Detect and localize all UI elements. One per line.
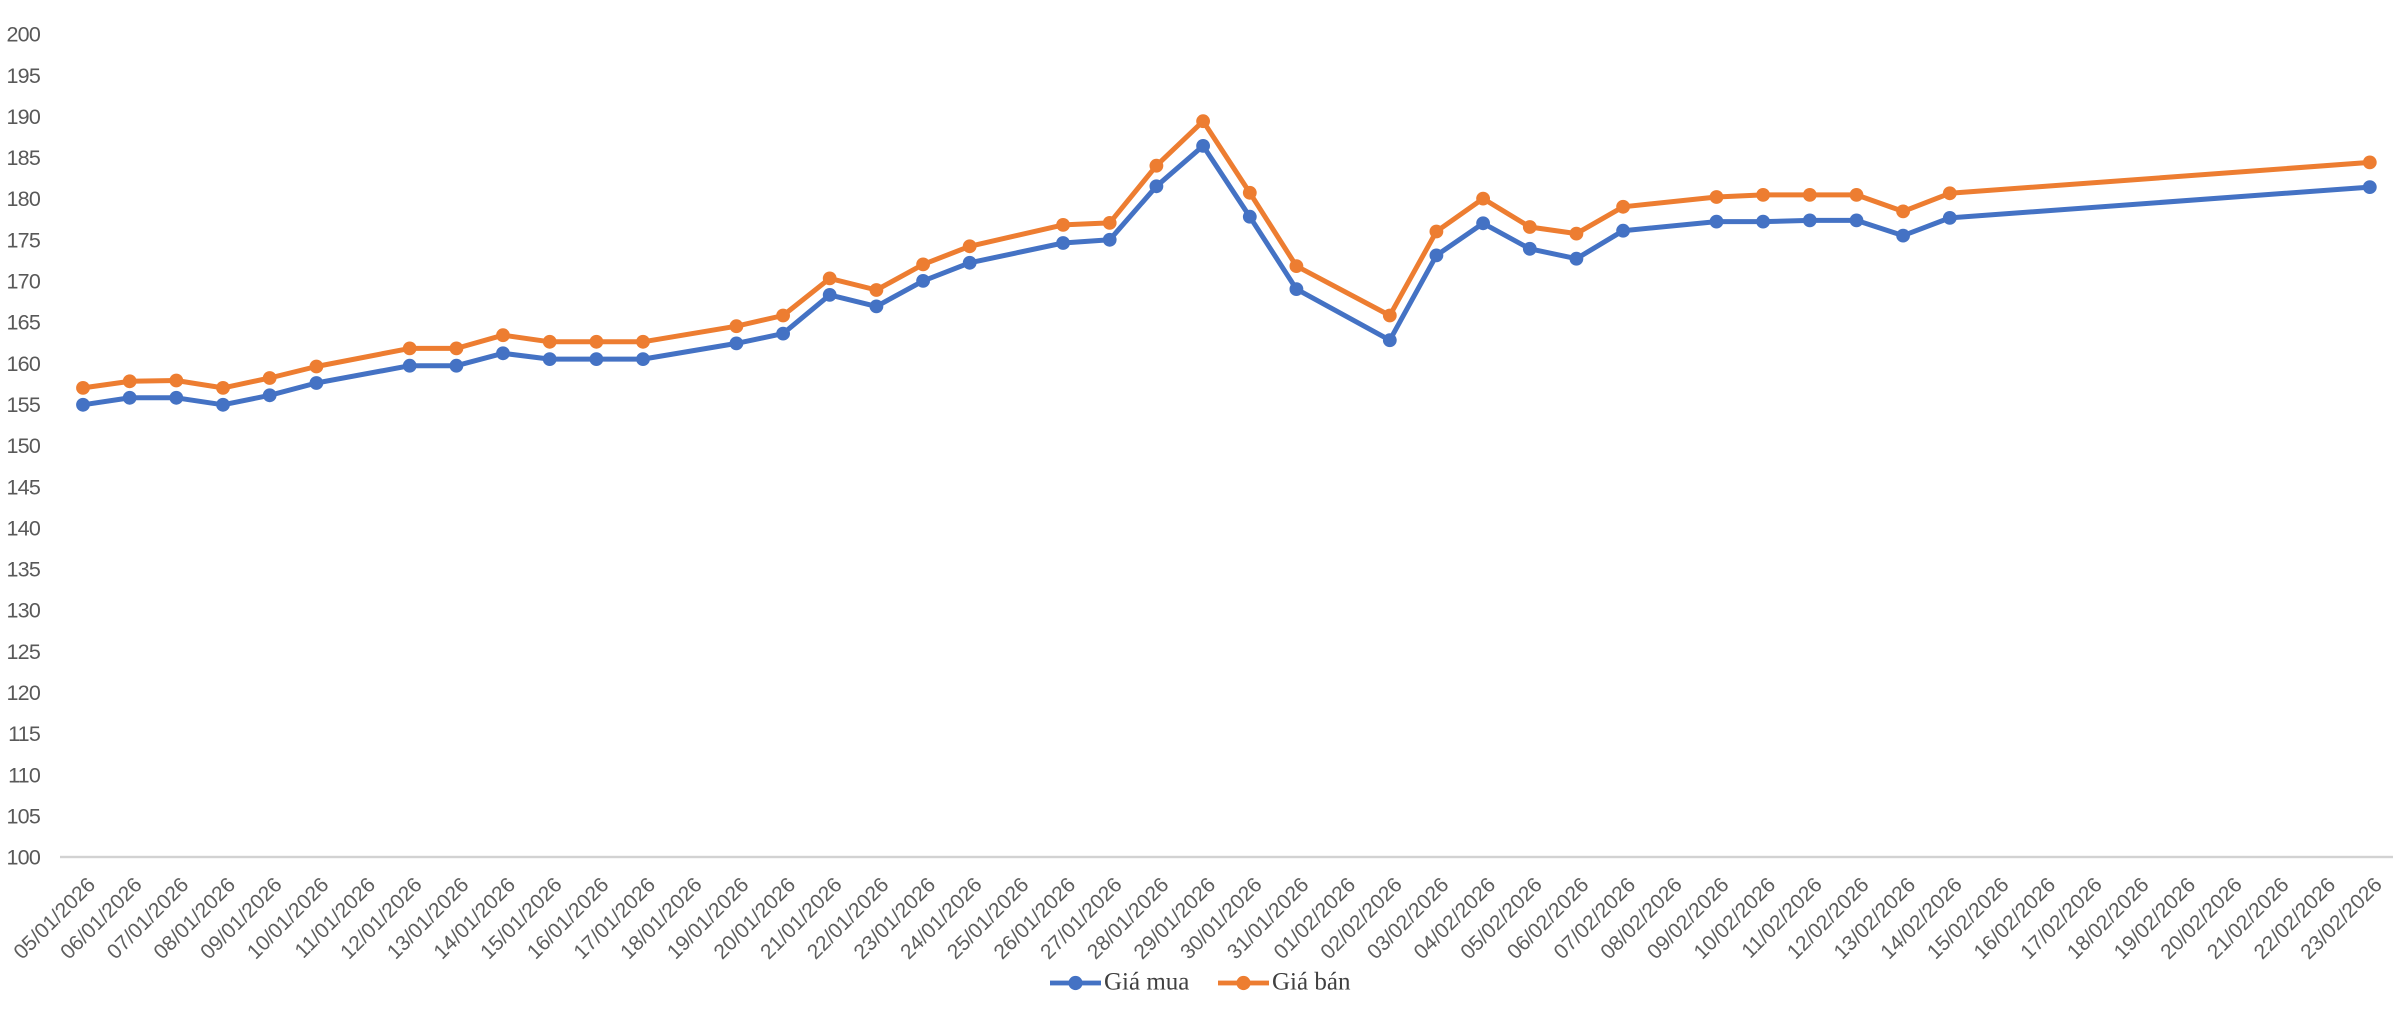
svg-text:185: 185 [7,146,41,170]
svg-text:175: 175 [7,228,41,252]
svg-text:145: 145 [7,475,41,499]
svg-text:110: 110 [8,763,41,787]
svg-text:200: 200 [7,23,41,47]
svg-text:Giá bán: Giá bán [1272,969,1351,996]
svg-text:125: 125 [7,640,41,664]
svg-text:195: 195 [7,64,41,88]
svg-text:120: 120 [7,681,41,705]
svg-text:135: 135 [7,558,41,582]
svg-text:115: 115 [8,722,41,746]
svg-text:180: 180 [7,187,41,211]
svg-text:160: 160 [7,352,41,376]
svg-text:155: 155 [7,393,41,417]
svg-text:150: 150 [7,434,41,458]
svg-text:140: 140 [7,516,41,540]
svg-text:170: 170 [7,270,41,294]
svg-text:130: 130 [7,599,41,623]
svg-text:165: 165 [7,311,41,335]
svg-text:100: 100 [7,846,41,870]
svg-text:Giá mua: Giá mua [1104,969,1189,996]
svg-text:105: 105 [7,805,41,829]
svg-text:190: 190 [7,105,41,129]
